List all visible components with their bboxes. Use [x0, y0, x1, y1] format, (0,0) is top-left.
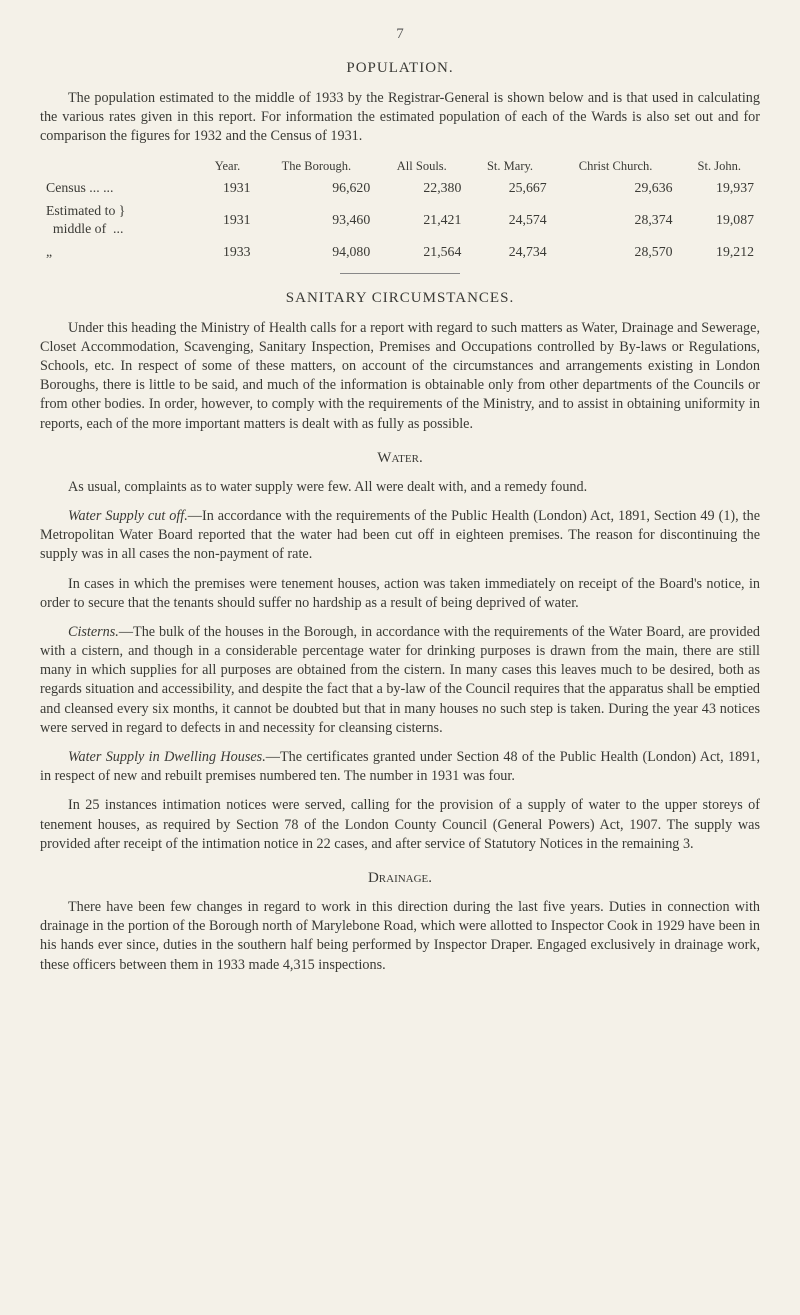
- water-p4-body: —The bulk of the houses in the Borough, …: [40, 624, 760, 736]
- drainage-p1: There have been few changes in regard to…: [40, 898, 760, 975]
- population-intro: The population estimated to the middle o…: [40, 89, 760, 147]
- table-cell: 96,620: [257, 177, 377, 200]
- table-cell: 22,380: [376, 177, 467, 200]
- sanitary-para: Under this heading the Ministry of Healt…: [40, 319, 760, 434]
- table-cell: 21,564: [376, 241, 467, 264]
- table-cell: 25,667: [467, 177, 552, 200]
- table-row: Census ... ... 1931 96,620 22,380 25,667…: [40, 177, 760, 200]
- table-row: „ 1933 94,080 21,564 24,734 28,570 19,21…: [40, 241, 760, 264]
- table-cell: 24,574: [467, 200, 552, 241]
- water-p6: In 25 instances intimation notices were …: [40, 796, 760, 854]
- table-cell: 29,636: [553, 177, 679, 200]
- table-header-cell: [40, 156, 198, 177]
- table-header-cell: St. Mary.: [467, 156, 552, 177]
- table-cell: 1933: [198, 241, 256, 264]
- table-cell: „: [40, 241, 198, 264]
- table-cell: 21,421: [376, 200, 467, 241]
- table-cell: 28,570: [553, 241, 679, 264]
- table-header-cell: St. John.: [679, 156, 761, 177]
- population-title: POPULATION.: [40, 58, 760, 78]
- water-p1: As usual, complaints as to water supply …: [40, 478, 760, 497]
- table-header-cell: Christ Church.: [553, 156, 679, 177]
- table-cell: 94,080: [257, 241, 377, 264]
- water-p2: Water Supply cut off.—In accordance with…: [40, 507, 760, 565]
- page-number: 7: [40, 24, 760, 44]
- table-row: Estimated to } middle of ... 1931 93,460…: [40, 200, 760, 241]
- table-cell: Census ... ...: [40, 177, 198, 200]
- table-cell: 19,937: [679, 177, 761, 200]
- table-cell: 1931: [198, 200, 256, 241]
- water-p5-lead: Water Supply in Dwelling Houses.: [68, 749, 266, 765]
- table-cell: 19,212: [679, 241, 761, 264]
- water-p5: Water Supply in Dwelling Houses.—The cer…: [40, 748, 760, 786]
- sanitary-title: SANITARY CIRCUMSTANCES.: [40, 288, 760, 308]
- table-cell: 24,734: [467, 241, 552, 264]
- water-p4: Cisterns.—The bulk of the houses in the …: [40, 623, 760, 738]
- water-heading: Water.: [40, 448, 760, 468]
- table-cell: 19,087: [679, 200, 761, 241]
- table-header-cell: The Borough.: [257, 156, 377, 177]
- table-header-row: Year. The Borough. All Souls. St. Mary. …: [40, 156, 760, 177]
- water-p3: In cases in which the premises were tene…: [40, 575, 760, 613]
- table-cell: 28,374: [553, 200, 679, 241]
- table-header-cell: Year.: [198, 156, 256, 177]
- water-p2-lead: Water Supply cut off.: [68, 508, 188, 524]
- table-header-cell: All Souls.: [376, 156, 467, 177]
- divider: [340, 273, 460, 274]
- drainage-heading: Drainage.: [40, 868, 760, 888]
- table-cell: 93,460: [257, 200, 377, 241]
- population-table: Year. The Borough. All Souls. St. Mary. …: [40, 156, 760, 263]
- table-cell: 1931: [198, 177, 256, 200]
- table-cell: Estimated to } middle of ...: [40, 200, 198, 241]
- water-p4-lead: Cisterns.: [68, 624, 119, 640]
